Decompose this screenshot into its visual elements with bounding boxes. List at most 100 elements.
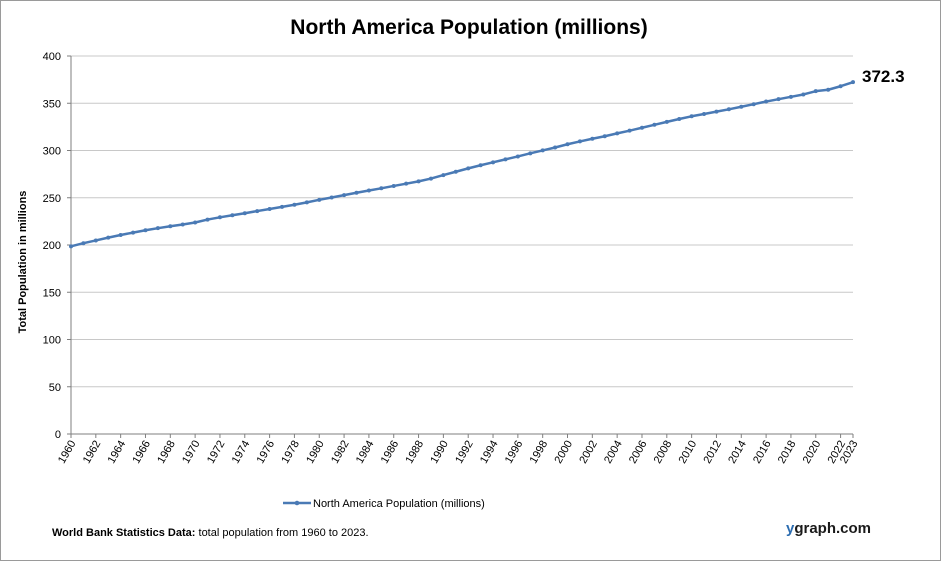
x-tick-2014: 2014 (726, 439, 749, 466)
data-point (801, 92, 806, 97)
y-tick-200: 200 (43, 240, 61, 252)
data-point (131, 230, 136, 235)
data-point (354, 190, 359, 195)
data-point (379, 186, 384, 191)
data-point (851, 80, 855, 85)
gridlines (67, 55, 853, 435)
data-point (242, 211, 247, 216)
y-axis-label: Total Population in millions (17, 191, 29, 334)
brand-logo[interactable]: ygraph.com (786, 520, 871, 537)
x-tick-1972: 1972 (205, 439, 228, 466)
data-point (540, 148, 545, 153)
data-point (528, 151, 533, 156)
x-tick-1984: 1984 (354, 439, 377, 466)
legend: North America Population (millions) (283, 498, 485, 510)
x-tick-2020: 2020 (801, 439, 824, 466)
x-tick-1966: 1966 (130, 439, 153, 466)
source-note: World Bank Statistics Data: total popula… (52, 527, 369, 539)
data-point (677, 117, 682, 122)
data-point (205, 217, 210, 222)
x-tick-1962: 1962 (81, 439, 104, 466)
y-tick-150: 150 (43, 287, 61, 299)
data-point (441, 173, 446, 178)
data-point (590, 136, 595, 141)
data-point (342, 193, 347, 198)
series-north-america (69, 80, 855, 249)
data-point (416, 179, 421, 184)
x-tick-2002: 2002 (577, 439, 600, 466)
data-point (788, 94, 793, 99)
data-point (751, 102, 756, 107)
data-point (503, 157, 508, 162)
brand-rest: graph.com (794, 520, 872, 537)
data-point (652, 122, 657, 127)
x-tick-1992: 1992 (453, 439, 476, 466)
source-text: total population from 1960 to 2023. (195, 527, 369, 539)
data-point (639, 125, 644, 130)
data-point (317, 197, 322, 202)
data-point (93, 238, 98, 243)
data-point (267, 206, 272, 211)
x-tick-1996: 1996 (503, 439, 526, 466)
data-point (292, 202, 297, 207)
data-point (776, 97, 781, 102)
y-tick-0: 0 (55, 429, 61, 441)
x-tick-1960: 1960 (56, 439, 79, 466)
x-tick-1964: 1964 (106, 439, 129, 466)
data-point (466, 166, 471, 171)
data-point (726, 107, 731, 112)
data-point (453, 169, 458, 174)
data-point (627, 128, 632, 133)
data-point (193, 220, 198, 225)
x-tick-2004: 2004 (602, 439, 625, 466)
brand-y: y (786, 520, 795, 537)
y-tick-400: 400 (43, 51, 61, 63)
data-point (217, 215, 222, 220)
data-point (739, 104, 744, 109)
data-point (702, 112, 707, 117)
data-point (565, 142, 570, 147)
data-point (304, 200, 309, 205)
y-tick-350: 350 (43, 98, 61, 110)
x-tick-1980: 1980 (304, 439, 327, 466)
data-point (69, 244, 73, 249)
x-tick-1974: 1974 (230, 439, 253, 466)
data-point (478, 163, 483, 168)
data-point (813, 89, 818, 94)
data-point (577, 139, 582, 144)
data-point (515, 154, 520, 159)
data-point (143, 228, 148, 233)
data-point (838, 84, 843, 89)
y-tick-labels: 0 50 100 150 200 250 300 350 400 (43, 51, 61, 441)
y-tick-300: 300 (43, 146, 61, 158)
data-point (391, 183, 396, 188)
data-point (428, 176, 433, 181)
data-point (280, 204, 285, 209)
data-point (553, 145, 558, 150)
data-point (615, 131, 620, 136)
data-point (155, 226, 160, 231)
x-tick-2008: 2008 (652, 439, 675, 466)
x-tick-1990: 1990 (428, 439, 451, 466)
x-tick-2016: 2016 (751, 439, 774, 466)
data-point (602, 134, 607, 139)
data-point (491, 160, 496, 165)
x-tick-2000: 2000 (552, 439, 575, 466)
data-point (180, 222, 185, 227)
x-tick-1988: 1988 (404, 439, 427, 466)
axes (70, 56, 854, 438)
chart-title: North America Population (millions) (290, 16, 647, 39)
data-point (664, 119, 669, 124)
last-value-label: 372.3 (862, 67, 905, 86)
data-point (689, 114, 694, 119)
x-tick-1968: 1968 (155, 439, 178, 466)
legend-marker (294, 500, 300, 506)
y-tick-50: 50 (49, 382, 61, 394)
data-point (106, 235, 111, 240)
legend-label: North America Population (millions) (313, 498, 485, 510)
x-tick-1976: 1976 (255, 439, 278, 466)
series-line (70, 80, 854, 248)
x-tick-2010: 2010 (677, 439, 700, 466)
